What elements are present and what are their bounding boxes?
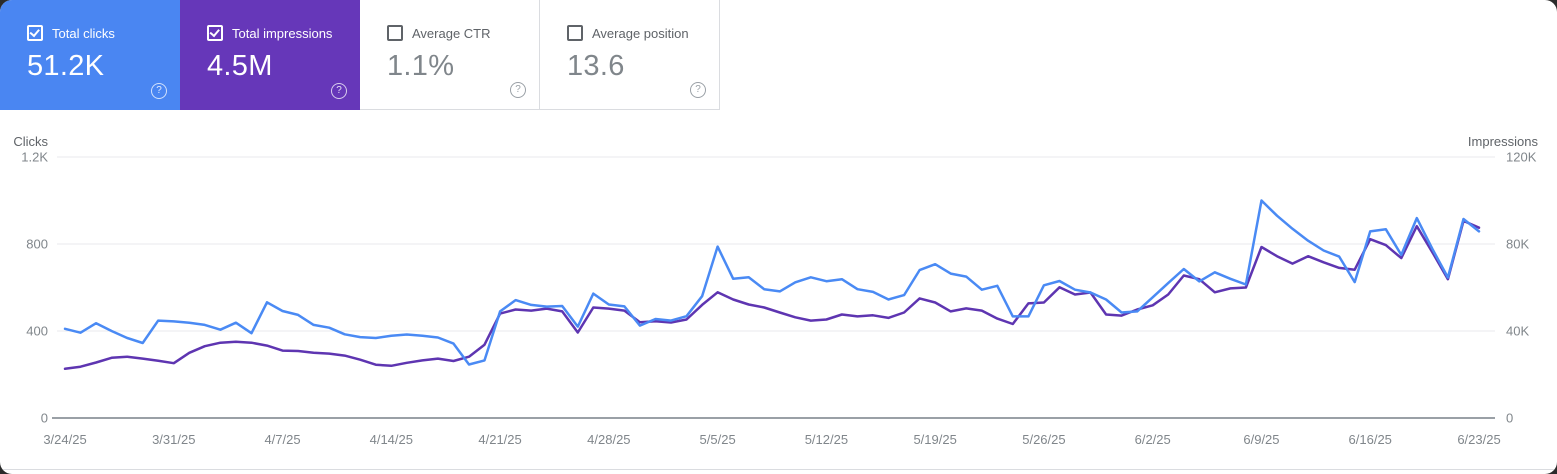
bottom-divider [0, 469, 1557, 470]
x-axis-date-label: 5/19/25 [913, 432, 956, 447]
right-axis-tick-label: 120K [1506, 150, 1537, 165]
x-axis-date-label: 4/7/25 [264, 432, 300, 447]
x-axis-date-label: 5/5/25 [700, 432, 736, 447]
x-axis-date-label: 5/26/25 [1022, 432, 1065, 447]
total-clicks-checkbox[interactable] [27, 25, 43, 41]
right-axis-title: Impressions [1467, 134, 1538, 149]
x-axis-date-label: 5/12/25 [805, 432, 848, 447]
card-average-position[interactable]: Average position 13.6 [540, 0, 720, 110]
help-icon[interactable] [151, 83, 167, 99]
card-label: Total clicks [52, 25, 115, 41]
left-axis-title: Clicks [13, 134, 48, 149]
card-average-ctr[interactable]: Average CTR 1.1% [360, 0, 540, 110]
average-position-checkbox[interactable] [567, 25, 583, 41]
x-axis-date-label: 6/2/25 [1135, 432, 1171, 447]
card-label: Total impressions [232, 25, 333, 41]
x-axis-date-label: 6/16/25 [1349, 432, 1392, 447]
left-axis-tick-label: 1.2K [21, 150, 48, 165]
x-axis-date-label: 6/9/25 [1243, 432, 1279, 447]
right-axis-tick-label: 80K [1506, 237, 1529, 252]
left-axis-tick-label: 0 [41, 411, 48, 426]
card-value: 4.5M [207, 50, 273, 82]
x-axis-date-label: 6/23/25 [1457, 432, 1500, 447]
average-ctr-checkbox[interactable] [387, 25, 403, 41]
card-label: Average CTR [412, 25, 491, 41]
total-clicks-line [63, 199, 1481, 366]
card-value: 51.2K [27, 50, 105, 82]
help-icon[interactable] [331, 83, 347, 99]
x-axis-date-label: 4/21/25 [478, 432, 521, 447]
total-impressions-line [63, 219, 1481, 371]
left-axis-tick-label: 400 [26, 324, 48, 339]
x-axis-date-label: 4/28/25 [587, 432, 630, 447]
card-value: 13.6 [567, 50, 625, 82]
metric-cards: Total clicks 51.2K Total impressions 4.5… [0, 0, 720, 110]
right-axis-tick-label: 40K [1506, 324, 1529, 339]
help-icon[interactable] [690, 82, 706, 98]
right-axis-tick-label: 0 [1506, 411, 1513, 426]
total-impressions-checkbox[interactable] [207, 25, 223, 41]
left-axis-tick-label: 800 [26, 237, 48, 252]
x-axis-date-label: 3/31/25 [152, 432, 195, 447]
x-axis-date-label: 3/24/25 [43, 432, 86, 447]
card-total-impressions[interactable]: Total impressions 4.5M [180, 0, 360, 110]
card-value: 1.1% [387, 50, 455, 82]
x-axis-date-label: 4/14/25 [370, 432, 413, 447]
card-total-clicks[interactable]: Total clicks 51.2K [0, 0, 180, 110]
card-label: Average position [592, 25, 689, 41]
help-icon[interactable] [510, 82, 526, 98]
